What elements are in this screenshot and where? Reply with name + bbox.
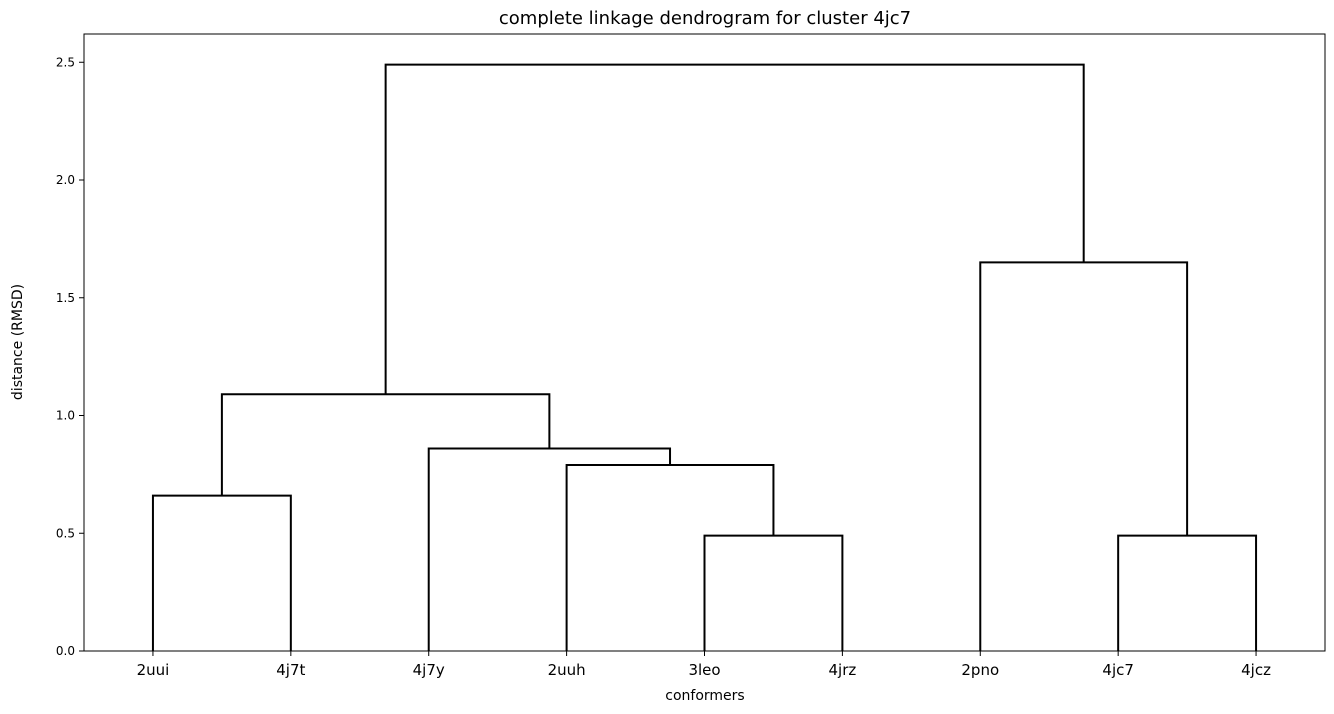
y-axis-label: distance (RMSD) [10, 284, 26, 400]
dendrogram-link-2 [703, 534, 844, 651]
dendrogram-link-3 [1117, 534, 1258, 651]
y-axis-ticks: 0.0 0.5 1.0 1.5 2.0 2.5 [56, 55, 84, 658]
dendrogram-link-6 [220, 393, 551, 496]
dendrogram-link-4 [565, 463, 775, 651]
leaf-label-4jrz: 4jrz [829, 661, 857, 679]
leaf-label-4j7y: 4j7y [413, 661, 445, 679]
dendrogram-link-7 [979, 261, 1189, 651]
leaf-label-4jcz: 4jcz [1241, 661, 1271, 679]
chart-title: complete linkage dendrogram for cluster … [499, 8, 911, 29]
leaf-label-2uuh: 2uuh [548, 661, 586, 679]
leaf-label-3leo: 3leo [688, 661, 720, 679]
leaf-label-2pno: 2pno [961, 661, 999, 679]
y-tick-label: 0.0 [56, 644, 75, 658]
leaf-label-2uui: 2uui [137, 661, 170, 679]
leaf-label-4jc7: 4jc7 [1102, 661, 1134, 679]
leaf-label-4j7t: 4j7t [276, 661, 305, 679]
y-tick-label: 1.5 [56, 291, 75, 305]
dendrogram-link-8 [384, 63, 1085, 395]
x-axis-ticks: 2uui 4j7t 4j7y 2uuh 3leo 4jrz 2pno 4jc7 4jcz [137, 651, 1271, 679]
dendrogram-link-5 [427, 447, 672, 651]
dendrogram-link-1 [151, 494, 292, 651]
y-tick-label: 0.5 [56, 526, 75, 540]
x-axis-label: conformers [665, 688, 744, 704]
y-tick-label: 1.0 [56, 409, 75, 423]
y-tick-label: 2.5 [56, 55, 75, 69]
y-tick-label: 2.0 [56, 173, 75, 187]
dendrogram-links [151, 63, 1258, 651]
